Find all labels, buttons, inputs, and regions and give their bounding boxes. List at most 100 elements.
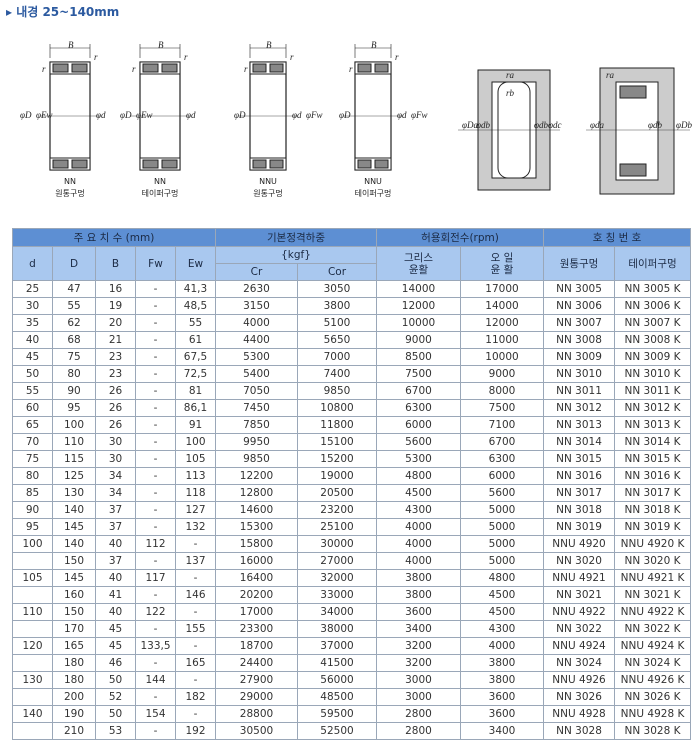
table-cell: 210	[52, 722, 96, 740]
table-cell: 35	[12, 314, 53, 332]
table-cell: 90	[52, 382, 96, 400]
dimension-symbol: φD	[234, 110, 246, 120]
table-row: 110 150 40 122-17000 34000 3600 4500 NNU 4922 NN…	[12, 603, 692, 621]
table-cell: 160	[52, 586, 96, 604]
table-cell: 56000	[297, 671, 377, 689]
table-cell: 16400	[215, 569, 298, 587]
table-cell: 25100	[297, 518, 377, 536]
table-cell: 7050	[215, 382, 298, 400]
table-cell: 55	[52, 297, 96, 315]
dimension-symbol: φd	[96, 110, 106, 120]
table-cell: -	[175, 603, 216, 621]
table-cell: 122	[135, 603, 176, 621]
table-cell: 45	[12, 348, 53, 366]
table-cell: 3800	[376, 569, 461, 587]
table-cell: NN 3015	[543, 450, 616, 468]
table-cell: NN 3016	[543, 467, 616, 485]
table-cell: 50	[95, 705, 136, 723]
dimension-symbol: φdc	[548, 120, 561, 130]
table-cell: 9850	[215, 450, 298, 468]
table-cell: -	[135, 433, 176, 451]
table-cell: 10000	[376, 314, 461, 332]
table-cell: 30	[95, 450, 136, 468]
table-cell: 9000	[459, 365, 545, 383]
table-cell: 120	[12, 637, 53, 655]
table-cell: 5600	[376, 433, 461, 451]
table-cell: NN 3013	[543, 416, 616, 434]
dimension-symbol: φdb	[476, 120, 490, 130]
table-cell: 110	[52, 433, 96, 451]
table-cell	[12, 620, 53, 638]
table-cell: 3000	[376, 688, 461, 706]
table-cell: 14600	[215, 501, 298, 519]
table-cell: NN 3022	[543, 620, 616, 638]
figure-caption: 원통구멍	[253, 188, 282, 198]
table-cell: 4800	[376, 467, 461, 485]
table-cell: 3800	[376, 586, 461, 604]
dimension-symbol: ra	[606, 70, 615, 80]
table-cell: 3000	[376, 671, 461, 689]
table-cell: NN 3010 K	[614, 365, 692, 383]
table-cell: 26	[95, 382, 136, 400]
dimension-symbol: φFw	[306, 110, 322, 120]
table-row: 45 75 23-67,5 5300 7000 8500 10000 NN 3009 NN 30…	[12, 348, 692, 366]
table-row: 180 46-165 24400 41500 3200 3800 NN 3024 NN 302…	[12, 654, 692, 672]
table-cell: -	[135, 518, 176, 536]
table-cell: 55	[175, 314, 216, 332]
table-cell: 4000	[376, 518, 461, 536]
table-cell: NN 3008	[543, 331, 616, 349]
dimension-symbol: r	[132, 64, 136, 74]
roller	[269, 63, 284, 73]
table-cell: 75	[12, 450, 53, 468]
table-row: 50 80 23-72,5 5400 7400 7500 9000 NN 3010 NN 301…	[12, 365, 692, 383]
roller	[161, 63, 178, 73]
table-cell: 7100	[459, 416, 545, 434]
table-cell: 14000	[459, 297, 545, 315]
table-cell: -	[135, 382, 176, 400]
table-cell: 11800	[297, 416, 377, 434]
dimension-symbol: r	[184, 52, 188, 62]
table-cell: 12000	[376, 297, 461, 315]
table-row: 35 62 20-55 4000 5100 10000 12000 NN 3007 NN 300…	[12, 314, 692, 332]
table-cell: 2630	[215, 280, 298, 298]
column-header: 오 일 윤 활	[459, 246, 545, 281]
table-cell: 145	[52, 518, 96, 536]
table-cell: 2800	[376, 722, 461, 740]
dimension-symbol: φda	[590, 120, 604, 130]
table-cell: 150	[52, 603, 96, 621]
table-cell: NNU 4926 K	[614, 671, 692, 689]
unit-header: {kgf}	[215, 246, 377, 264]
table-cell: 70	[12, 433, 53, 451]
table-cell: NN 3011 K	[614, 382, 692, 400]
roller	[374, 159, 389, 169]
table-cell: NN 3028 K	[614, 722, 692, 740]
table-cell: 165	[52, 637, 96, 655]
roller	[142, 159, 159, 169]
table-cell: 130	[12, 671, 53, 689]
column-header: Cor	[297, 263, 377, 281]
table-cell: -	[135, 365, 176, 383]
table-cell: 4300	[376, 501, 461, 519]
table-cell: NN 3006	[543, 297, 616, 315]
table-cell: 2800	[376, 705, 461, 723]
table-cell: NN 3014 K	[614, 433, 692, 451]
table-cell: NN 3017	[543, 484, 616, 502]
table-cell: 21	[95, 331, 136, 349]
table-cell: 15800	[215, 535, 298, 553]
table-cell: 34000	[297, 603, 377, 621]
table-cell: 140	[52, 501, 96, 519]
table-cell: 30000	[297, 535, 377, 553]
table-cell: 6300	[459, 450, 545, 468]
table-cell: -	[175, 705, 216, 723]
table-cell: 9000	[376, 331, 461, 349]
table-cell: 5000	[459, 518, 545, 536]
table-cell: 4000	[376, 535, 461, 553]
table-cell	[12, 552, 53, 570]
table-cell: 4800	[459, 569, 545, 587]
table-cell: 23200	[297, 501, 377, 519]
table-cell: 10000	[459, 348, 545, 366]
table-cell: 140	[12, 705, 53, 723]
table-cell: NN 3021	[543, 586, 616, 604]
table-cell: 3200	[376, 654, 461, 672]
